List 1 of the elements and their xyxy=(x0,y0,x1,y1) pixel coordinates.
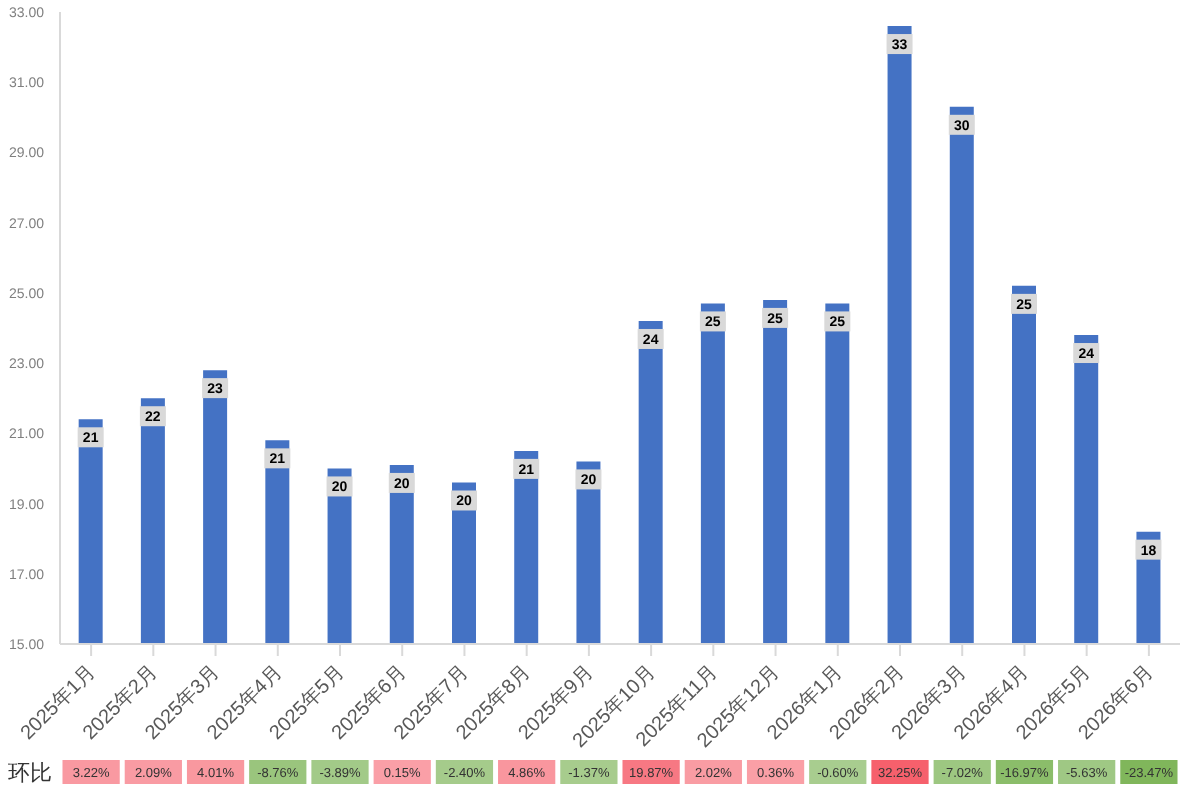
y-tick-label: 环比 xyxy=(8,759,52,786)
